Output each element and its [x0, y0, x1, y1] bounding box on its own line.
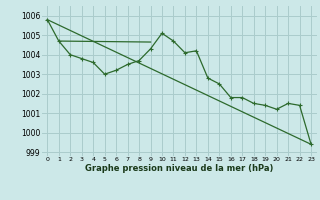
X-axis label: Graphe pression niveau de la mer (hPa): Graphe pression niveau de la mer (hPa) [85, 164, 273, 173]
